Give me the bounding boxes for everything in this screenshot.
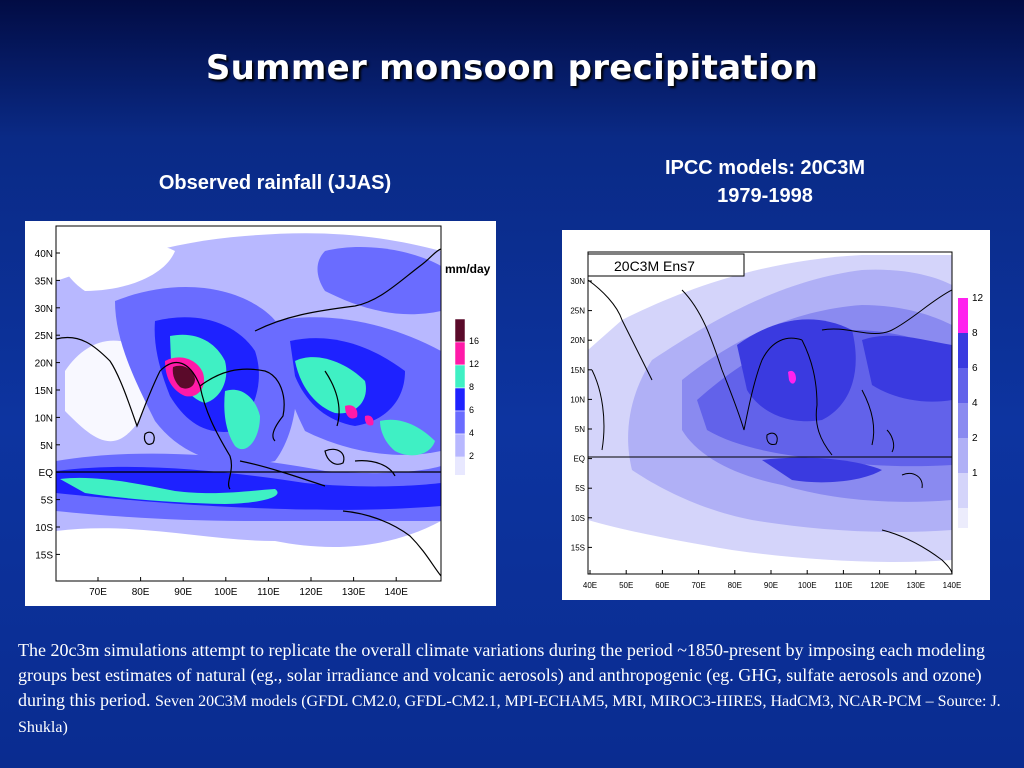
left-colorbar-label: 4 xyxy=(469,428,474,438)
right-lon-label: 50E xyxy=(619,581,633,590)
left-lon-label: 110E xyxy=(257,587,280,598)
right-colorbar-label: 8 xyxy=(972,328,978,339)
right-colorbar-swatch xyxy=(958,368,968,403)
right-lon-label: 140E xyxy=(943,581,962,590)
right-colorbar-swatch xyxy=(958,438,968,473)
left-colorbar-swatch xyxy=(454,318,466,343)
right-lat-label: EQ xyxy=(573,455,585,464)
right-colorbar-label: 6 xyxy=(972,363,978,374)
left-lon-label: 80E xyxy=(132,587,150,598)
right-lat-label: 5N xyxy=(575,425,585,434)
left-lon-label: 70E xyxy=(89,587,107,598)
slide-title: Summer monsoon precipitation xyxy=(205,48,819,88)
right-lon-label: 90E xyxy=(764,581,778,590)
left-lon-label: 130E xyxy=(342,587,366,598)
right-lon-label: 80E xyxy=(728,581,742,590)
left-colorbar-swatch xyxy=(454,410,466,435)
right-colorbar-swatch xyxy=(958,298,968,333)
right-lon-label: 100E xyxy=(798,581,817,590)
right-colorbar-swatch xyxy=(958,333,968,368)
right-colorbar-label: 2 xyxy=(972,433,978,444)
observed-rainfall-map-svg: 40N 35N 30N 25N 20N 15N 10N 5N EQ 5S 10S 15S 70E 80E… xyxy=(35,225,491,598)
right-colorbar-swatch xyxy=(958,473,968,508)
panel-label-box xyxy=(587,253,745,277)
left-lat-label: 35N xyxy=(35,276,53,287)
observed-rainfall-heading: Observed rainfall (JJAS) xyxy=(158,172,392,194)
caption-main: The 20c3m simulations attempt to replica… xyxy=(18,640,985,710)
left-lat-label: 5N xyxy=(40,441,53,452)
left-colorbar-swatch xyxy=(454,364,466,389)
right-lat-axis: 30N 25N 20N 15N 10N 5N EQ 5S 10S 15S xyxy=(570,277,592,552)
left-colorbar-swatch xyxy=(454,341,466,366)
left-lat-label: 10S xyxy=(35,523,53,534)
left-lon-label: 120E xyxy=(299,587,323,598)
panel-label: 20C3M Ens7 xyxy=(614,258,695,274)
left-lat-label: 20N xyxy=(35,359,53,370)
right-colorbar-label: 4 xyxy=(972,398,978,409)
right-lon-label: 40E xyxy=(583,581,597,590)
left-colorbar: 16 12 8 6 4 2 xyxy=(454,318,479,475)
right-lon-label: 70E xyxy=(691,581,705,590)
left-lat-label: 40N xyxy=(35,249,53,260)
left-colorbar-swatch xyxy=(454,387,466,412)
left-lat-label: EQ xyxy=(39,468,54,479)
ipcc-ensemble-field xyxy=(588,252,952,574)
right-lon-label: 130E xyxy=(906,581,925,590)
right-colorbar-swatch xyxy=(958,403,968,438)
left-colorbar-label: 16 xyxy=(469,336,479,346)
right-colorbar-label: 1 xyxy=(972,468,978,479)
ipcc-ensemble-map: 20C3M Ens7 30N 25N 20N 15N 10N 5N EQ 5S 10S 15S 4… xyxy=(562,230,990,600)
caption-source: Seven 20C3M models (GFDL CM2.0, GFDL-CM2… xyxy=(18,693,1001,736)
slide-caption: The 20c3m simulations attempt to replica… xyxy=(18,638,1008,740)
right-lat-label: 30N xyxy=(570,277,585,286)
ipcc-ensemble-map-svg: 20C3M Ens7 30N 25N 20N 15N 10N 5N EQ 5S 10S 15S 4… xyxy=(570,251,984,590)
left-colorbar-label: 8 xyxy=(469,382,474,392)
left-lon-label: 140E xyxy=(385,587,409,598)
left-lat-label: 15N xyxy=(35,386,53,397)
left-lon-axis: 70E 80E 90E 100E 110E 120E 130E 140E xyxy=(89,577,408,598)
ipcc-heading-line1: IPCC models: 20C3M xyxy=(664,157,866,179)
right-colorbar-swatch xyxy=(958,508,968,528)
right-colorbar: 12 8 6 4 2 1 xyxy=(958,293,984,528)
left-lat-label: 15S xyxy=(35,550,53,561)
left-colorbar-label: 6 xyxy=(469,405,474,415)
left-lat-label: 30N xyxy=(35,304,53,315)
ipcc-heading-line2: 1979-1998 xyxy=(717,185,813,207)
right-lat-label: 10S xyxy=(571,514,585,523)
ipcc-models-heading: IPCC models: 20C3M 1979-1998 xyxy=(590,154,940,210)
left-lat-axis: 40N 35N 30N 25N 20N 15N 10N 5N EQ 5S 10S 15S xyxy=(35,249,60,561)
right-lat-label: 15S xyxy=(571,543,585,552)
left-colorbar-swatch xyxy=(454,433,466,458)
left-lon-label: 100E xyxy=(214,587,238,598)
observed-rainfall-field xyxy=(56,226,441,581)
left-lat-label: 25N xyxy=(35,331,53,342)
right-lat-label: 5S xyxy=(575,484,585,493)
right-lat-label: 20N xyxy=(570,336,585,345)
left-lat-label: 5S xyxy=(41,496,54,507)
observed-rainfall-map: 40N 35N 30N 25N 20N 15N 10N 5N EQ 5S 10S 15S 70E 80E… xyxy=(25,221,496,606)
left-colorbar-label: 2 xyxy=(469,451,474,461)
right-lat-label: 15N xyxy=(570,366,585,375)
right-lat-label: 25N xyxy=(570,307,585,316)
right-lon-label: 60E xyxy=(655,581,669,590)
unit-label: mm/day xyxy=(445,262,491,276)
right-lat-label: 10N xyxy=(570,395,585,404)
right-lon-label: 120E xyxy=(870,581,889,590)
right-lon-axis: 40E 50E 60E 70E 80E 90E 100E 110E 120E 130E 140E xyxy=(583,570,961,590)
left-lat-label: 10N xyxy=(35,413,53,424)
left-lon-label: 90E xyxy=(174,587,192,598)
left-colorbar-label: 12 xyxy=(469,359,479,369)
right-lon-label: 110E xyxy=(834,581,852,590)
right-colorbar-label: 12 xyxy=(972,293,984,304)
left-colorbar-swatch xyxy=(455,457,465,475)
